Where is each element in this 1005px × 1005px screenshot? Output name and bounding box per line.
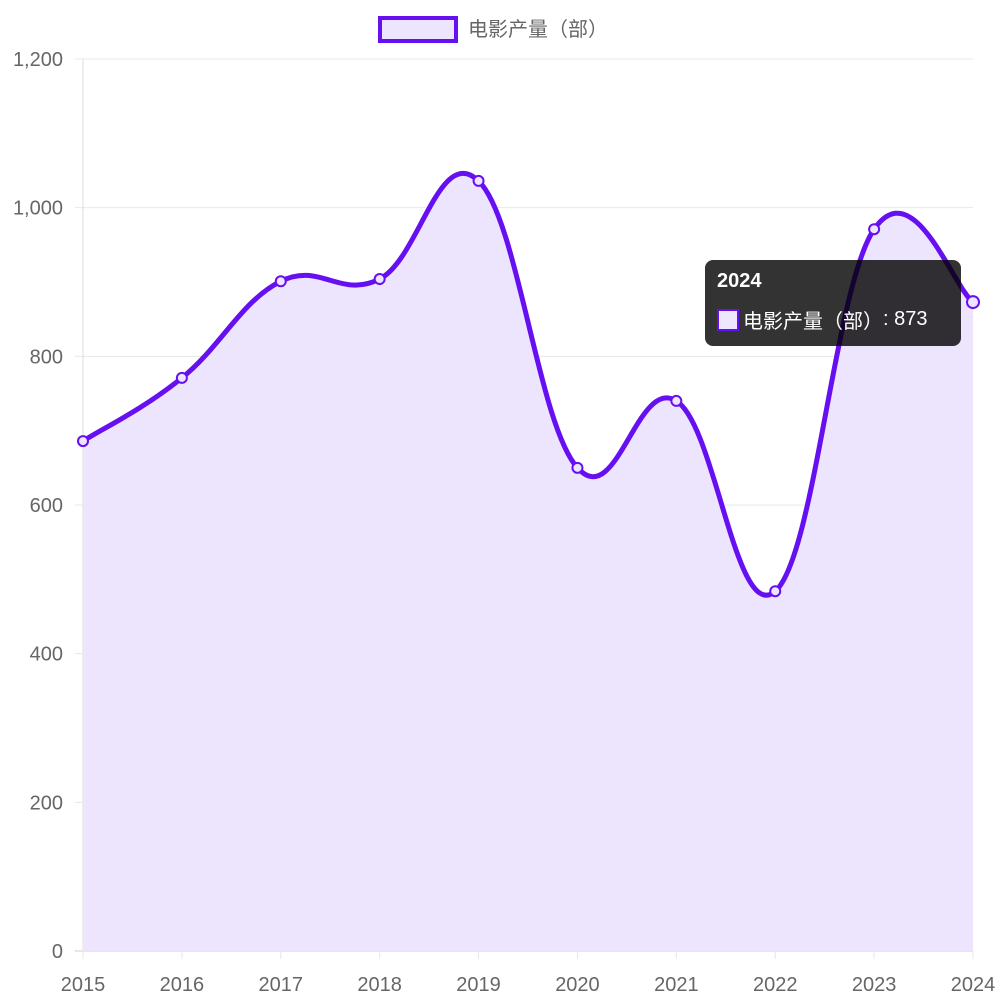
x-tick-label: 2021 — [654, 974, 699, 996]
tooltip-title: 2024 — [717, 270, 762, 292]
x-tick-label: 2022 — [753, 974, 798, 996]
data-point — [868, 223, 881, 236]
data-point — [966, 295, 980, 310]
data-point — [77, 435, 89, 448]
x-axis: 2015 2016 2017 2018 2019 2020 2021 2022 2023 2024 — [61, 974, 996, 996]
y-tick-label: 600 — [30, 495, 63, 517]
y-tick-label: 1,000 — [13, 198, 63, 220]
x-tick-label: 2023 — [852, 974, 897, 996]
y-tick-label: 800 — [30, 346, 63, 368]
y-tick-label: 400 — [30, 644, 63, 666]
data-point — [670, 394, 683, 407]
legend-label[interactable]: 电影产量（部） — [468, 18, 608, 41]
legend-swatch[interactable] — [378, 16, 458, 43]
data-point — [373, 273, 386, 286]
tooltip-swatch — [717, 308, 739, 331]
data-points — [77, 174, 980, 598]
data-point — [769, 585, 782, 598]
tooltip-separator: : — [883, 308, 895, 330]
x-tick-label: 2024 — [951, 974, 996, 996]
x-tick-label: 2018 — [357, 974, 402, 996]
y-tick-label: 0 — [52, 941, 63, 963]
x-tick-label: 2020 — [555, 974, 600, 996]
data-point — [571, 461, 584, 474]
tooltip: 2024 电影产量（部）: 873 — [705, 260, 961, 346]
y-tick-label: 1,200 — [13, 49, 63, 71]
tooltip-value: 873 — [894, 308, 928, 330]
series-area-fill — [83, 173, 973, 952]
x-tick-label: 2019 — [456, 974, 501, 996]
data-point — [274, 275, 287, 288]
y-tick-label: 200 — [30, 792, 63, 814]
x-tick-label: 2015 — [61, 974, 106, 996]
data-point — [472, 174, 485, 187]
x-tick-label: 2016 — [160, 974, 205, 996]
y-axis: 0 200 400 600 800 1,000 1,200 — [13, 49, 63, 963]
tooltip-label: 电影产量（部） — [743, 311, 883, 333]
x-tick-label: 2017 — [259, 974, 304, 996]
tooltip-row: 电影产量（部）: 873 — [717, 305, 949, 334]
legend[interactable]: 电影产量（部） — [378, 16, 608, 43]
data-point — [175, 371, 188, 384]
